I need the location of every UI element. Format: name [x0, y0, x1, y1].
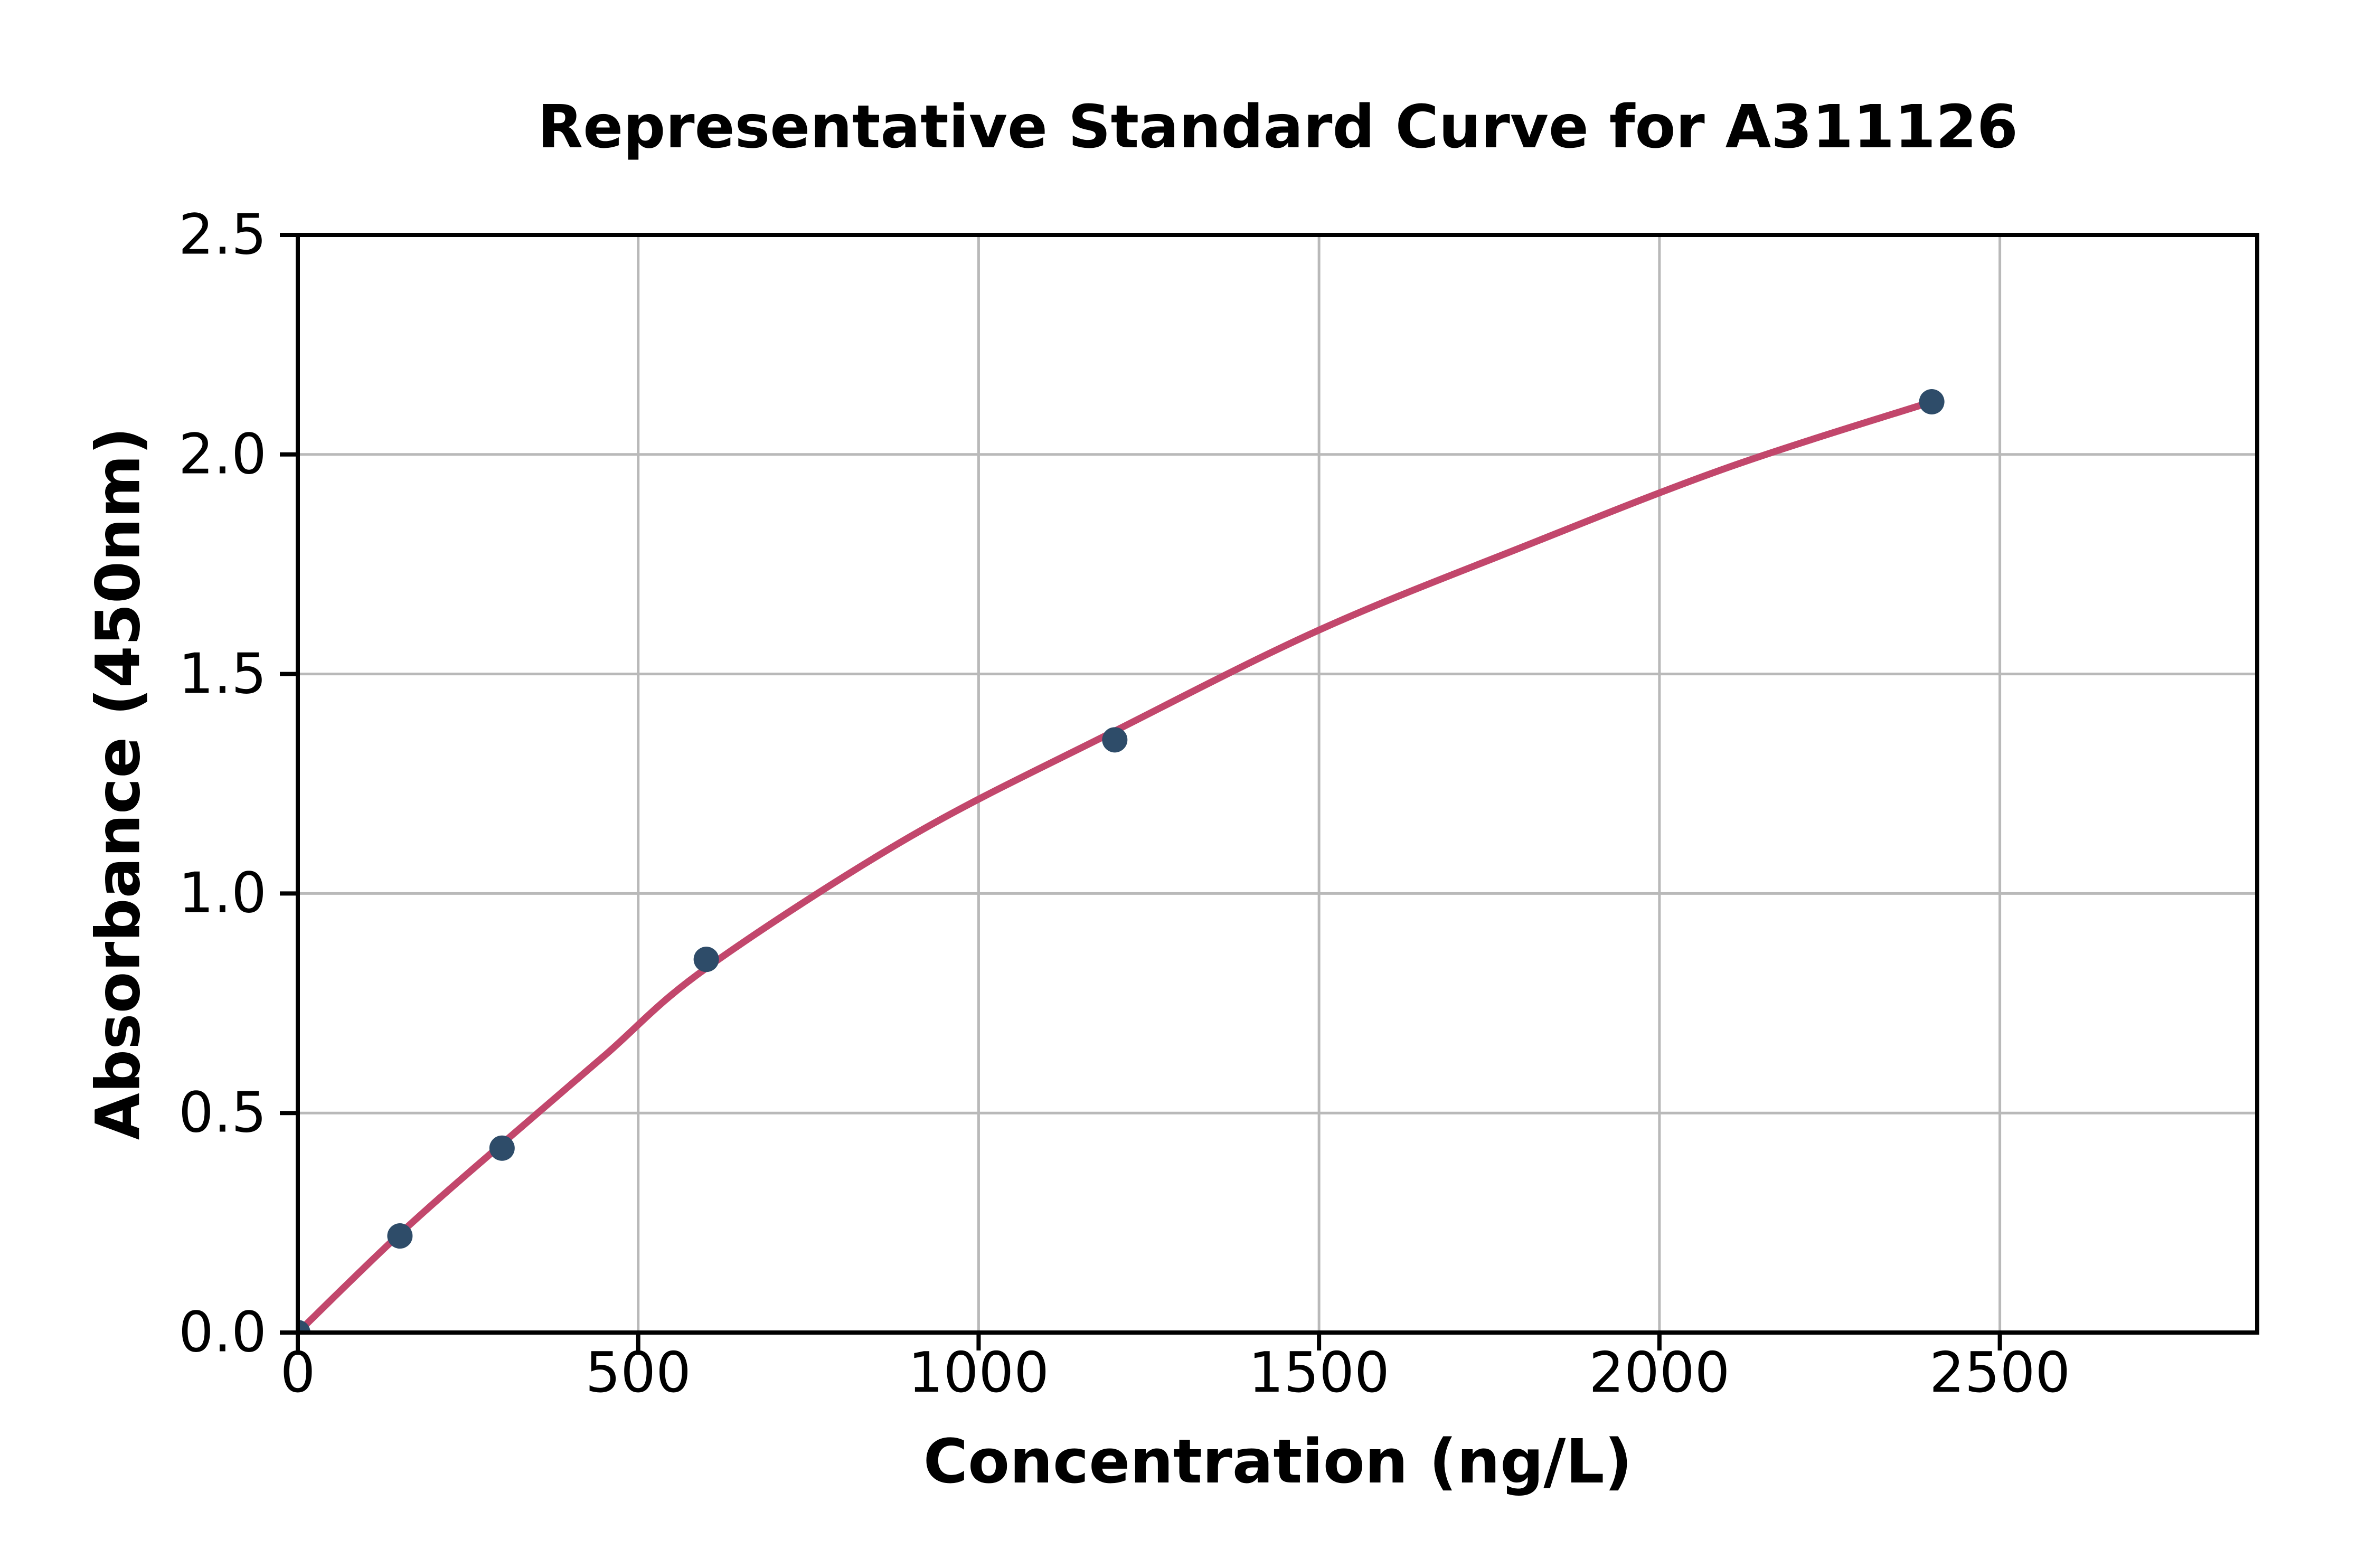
- x-tick-label: 0: [280, 1340, 316, 1405]
- plot-border: [296, 233, 2259, 1335]
- grid-layer: [296, 233, 2257, 1334]
- x-tick-label: 2000: [1589, 1340, 1730, 1405]
- y-tick-label: 2.0: [178, 422, 267, 487]
- y-tick-label: 1.5: [178, 641, 267, 706]
- y-tick-label: 0.5: [178, 1080, 267, 1145]
- x-tick-label: 2500: [1929, 1340, 2071, 1405]
- tick-marks: [280, 233, 2002, 1350]
- x-tick-label: 500: [585, 1340, 691, 1405]
- marker-layer: [298, 389, 1945, 1333]
- y-tick-label: 1.0: [178, 861, 267, 925]
- y-axis-label: Absorbance (450nm): [83, 427, 154, 1140]
- fit-line: [298, 398, 1933, 1333]
- chart-title: Representative Standard Curve for A31112…: [538, 93, 2018, 162]
- x-axis-label: Concentration (ng/L): [923, 1427, 1633, 1497]
- y-tick-label: 2.5: [178, 202, 267, 267]
- data-point: [1102, 727, 1128, 753]
- data-point: [387, 1223, 413, 1249]
- data-point: [489, 1135, 515, 1161]
- y-tick-label: 0.0: [178, 1300, 267, 1365]
- x-tick-label: 1000: [908, 1340, 1050, 1405]
- data-point: [1919, 389, 1945, 415]
- data-point: [693, 947, 719, 972]
- x-tick-label: 1500: [1248, 1340, 1390, 1405]
- data-point: [298, 1320, 310, 1333]
